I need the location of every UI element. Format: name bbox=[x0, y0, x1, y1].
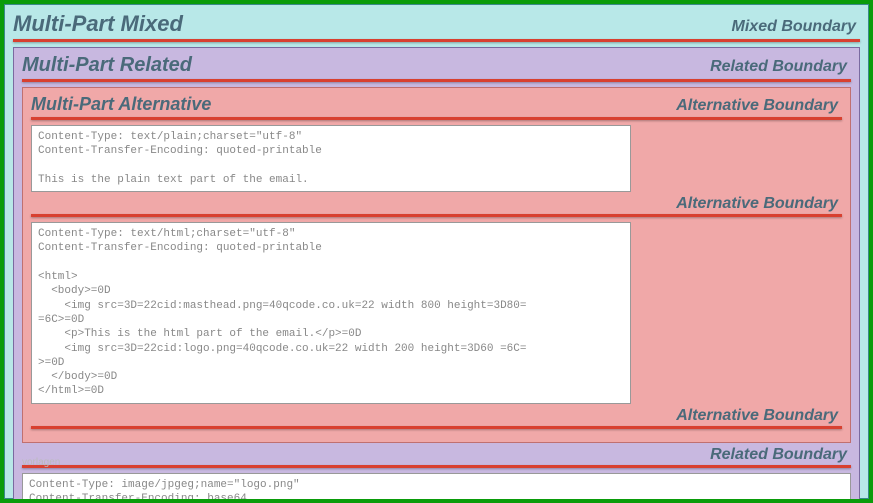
alternative-boundary-line-top bbox=[31, 117, 842, 120]
related-boundary-label-top: Related Boundary bbox=[192, 58, 851, 76]
alternative-boundary-label-mid: Alternative Boundary bbox=[31, 195, 842, 213]
alternative-boundary-row-bottom: Alternative Boundary bbox=[31, 407, 842, 425]
alternative-header: Multi-Part Alternative Alternative Bound… bbox=[31, 94, 842, 115]
related-box: Multi-Part Related Related Boundary Mult… bbox=[13, 47, 860, 503]
related-boundary-line-mid: vorlagen bbox=[22, 465, 851, 468]
alternative-boundary-row-mid: Alternative Boundary bbox=[31, 195, 842, 213]
image-block: Content-Type: image/jpgeg;name="logo.png… bbox=[22, 473, 851, 503]
plain-text-block: Content-Type: text/plain;charset="utf-8"… bbox=[31, 125, 631, 192]
mixed-boundary-line bbox=[13, 39, 860, 42]
alternative-boundary-label-bottom: Alternative Boundary bbox=[31, 407, 842, 425]
mixed-box: Multi-Part Mixed Mixed Boundary Multi-Pa… bbox=[4, 4, 869, 499]
related-title: Multi-Part Related bbox=[22, 54, 192, 77]
watermark-text: vorlagen bbox=[22, 457, 60, 468]
mixed-boundary-label: Mixed Boundary bbox=[183, 18, 860, 36]
alternative-boundary-line-bottom bbox=[31, 426, 842, 429]
related-boundary-line-top bbox=[22, 79, 851, 82]
alternative-title: Multi-Part Alternative bbox=[31, 94, 211, 115]
html-block: Content-Type: text/html;charset="utf-8" … bbox=[31, 222, 631, 404]
outer-border: Multi-Part Mixed Mixed Boundary Multi-Pa… bbox=[0, 0, 873, 503]
alternative-boundary-label-top: Alternative Boundary bbox=[211, 97, 842, 115]
related-boundary-row-mid: Related Boundary bbox=[22, 446, 851, 464]
related-boundary-label-mid: Related Boundary bbox=[22, 446, 851, 464]
mixed-title: Multi-Part Mixed bbox=[13, 11, 183, 37]
alternative-boundary-line-mid bbox=[31, 214, 842, 217]
alternative-box: Multi-Part Alternative Alternative Bound… bbox=[22, 87, 851, 443]
related-header: Multi-Part Related Related Boundary bbox=[22, 54, 851, 77]
mixed-header: Multi-Part Mixed Mixed Boundary bbox=[13, 11, 860, 37]
